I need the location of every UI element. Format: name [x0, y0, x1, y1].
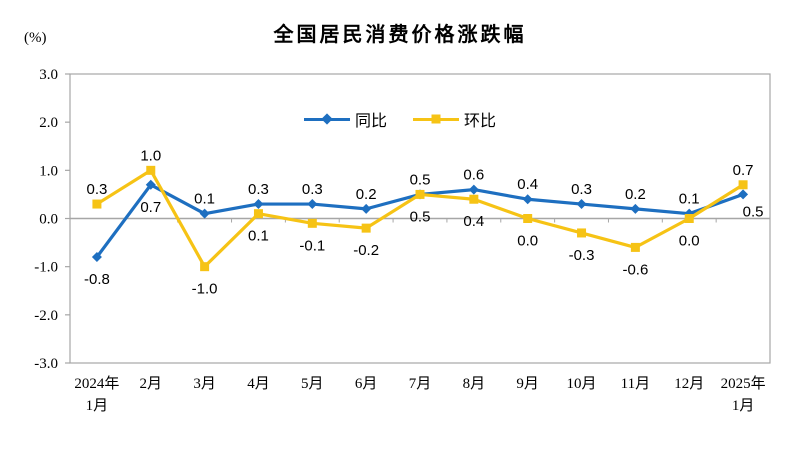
series-lines [91, 165, 749, 272]
data-label-yoy: 0.1 [194, 191, 215, 208]
data-label-mom: -0.6 [622, 261, 648, 278]
data-label-yoy: -0.8 [84, 271, 110, 288]
chart-title: 全国居民消费价格涨跌幅 [273, 24, 527, 46]
y-tick-label: 2.0 [39, 115, 58, 131]
x-axis-label: 12月 [674, 376, 704, 392]
data-point-mom [253, 209, 263, 219]
square-marker-icon [431, 114, 441, 124]
data-label-mom: -0.2 [353, 242, 379, 259]
data-point-mom [577, 228, 587, 238]
y-axis-ticks [65, 73, 70, 364]
y-axis-labels: 3.0 2.0 1.0 0.0 -1.0 -2.0 -3.0 [34, 67, 58, 372]
data-point-mom [684, 214, 694, 223]
x-axis-label: 2024年 1月 [74, 375, 119, 414]
y-tick-label: 1.0 [39, 163, 58, 179]
data-label-yoy: 0.1 [679, 191, 700, 208]
data-label-mom: 0.1 [248, 228, 269, 245]
data-label-mom: 0.0 [517, 233, 538, 250]
data-point-mom [415, 189, 425, 199]
data-point-yoy [253, 199, 264, 210]
data-label-mom: -0.1 [299, 237, 325, 254]
data-point-mom [92, 199, 102, 209]
data-label-yoy: 0.6 [463, 167, 484, 184]
y-tick-label: 3.0 [39, 67, 58, 83]
data-point-yoy [199, 208, 210, 219]
data-label-mom: 0.0 [679, 233, 700, 250]
y-tick-label: -3.0 [34, 356, 58, 372]
legend-item-mom: 环比 [413, 107, 496, 131]
data-label-mom: -0.3 [569, 247, 595, 264]
x-axis-label: 11月 [621, 376, 650, 392]
data-point-yoy [738, 189, 749, 200]
data-label-yoy: 0.5 [410, 171, 431, 188]
data-label-mom: 0.7 [733, 162, 754, 179]
x-axis-label: 7月 [409, 376, 432, 392]
data-point-yoy [361, 203, 372, 214]
x-axis-label: 5月 [301, 376, 324, 392]
legend-item-yoy: 同比 [303, 107, 387, 131]
data-label-yoy: 0.3 [302, 181, 323, 198]
data-label-yoy: 0.2 [356, 186, 377, 203]
y-axis-unit-label: (%) [24, 30, 47, 46]
data-point-mom [523, 214, 533, 223]
data-point-yoy [576, 199, 587, 210]
data-label-yoy: 0.5 [743, 203, 764, 220]
data-point-mom [630, 242, 640, 252]
legend-label-yoy: 同比 [354, 113, 387, 130]
data-label-mom: -1.0 [192, 281, 218, 298]
legend-label-mom: 环比 [464, 113, 497, 130]
data-point-mom [307, 218, 317, 228]
data-point-yoy [468, 184, 479, 195]
x-axis-label: 4月 [247, 376, 270, 392]
data-label-mom: 1.0 [140, 147, 161, 164]
data-point-mom [361, 223, 371, 233]
data-point-mom [738, 180, 748, 190]
data-labels: -0.8 0.3 0.7 1.0 0.1 -1.0 0.3 0.1 0.3 -0.1 0.2 -0.2… [84, 147, 764, 297]
y-tick-label: -1.0 [34, 260, 58, 276]
data-point-yoy [522, 194, 533, 205]
data-point-mom [200, 262, 210, 272]
y-tick-label: 0.0 [39, 212, 58, 228]
x-axis-label: 3月 [193, 376, 216, 392]
data-label-mom: 0.4 [463, 213, 484, 230]
data-point-yoy [145, 179, 156, 190]
data-point-yoy [630, 203, 641, 214]
yoy-line-swatch [303, 113, 350, 125]
data-label-mom: 0.5 [410, 208, 431, 225]
x-axis-label: 9月 [516, 376, 539, 392]
x-axis-label: 8月 [463, 376, 486, 392]
data-point-yoy [91, 252, 102, 263]
data-point-mom [146, 165, 156, 175]
x-axis-label: 2月 [140, 376, 163, 392]
data-label-yoy: 0.4 [517, 176, 538, 193]
mom-line-swatch [413, 114, 459, 124]
data-label-mom: 0.3 [86, 181, 107, 198]
data-label-yoy: 0.3 [571, 181, 592, 198]
data-point-mom [469, 194, 479, 204]
data-label-yoy: 0.3 [248, 181, 269, 198]
data-label-yoy: 0.2 [625, 186, 646, 203]
data-point-yoy [307, 199, 318, 210]
x-axis-label: 6月 [355, 376, 378, 392]
x-axis-label: 10月 [567, 376, 597, 392]
y-tick-label: -2.0 [34, 308, 58, 324]
x-axis-labels: 2024年 1月 2月 3月 4月 5月 6月 7月 8月 9月 10月 11月 12月 2025年 1月 [74, 375, 765, 414]
zero-axis [69, 217, 771, 223]
chart-legend: 同比 环比 [0, 106, 800, 132]
data-label-yoy: 0.7 [140, 199, 161, 216]
x-axis-label: 2025年 1月 [721, 375, 766, 414]
